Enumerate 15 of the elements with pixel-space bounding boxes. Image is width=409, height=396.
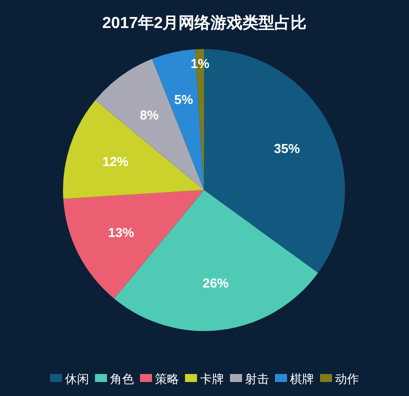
data-label: 35%	[274, 140, 300, 156]
legend-label: 棋牌	[290, 372, 314, 386]
legend-label: 射击	[245, 372, 269, 386]
data-label: 26%	[202, 275, 230, 290]
data-label: 5%	[174, 92, 194, 108]
data-label: 13%	[108, 225, 135, 240]
data-label: 8%	[140, 108, 160, 123]
chart-title: 2017年2月网络游戏类型占比	[102, 14, 307, 32]
legend-label: 卡牌	[200, 372, 224, 386]
legend-label: 角色	[110, 372, 134, 386]
legend-label: 策略	[155, 372, 179, 386]
data-label: 1%	[190, 56, 210, 72]
legend-label: 动作	[335, 372, 359, 386]
data-label: 12%	[102, 154, 129, 170]
legend-label: 休闲	[65, 372, 89, 386]
